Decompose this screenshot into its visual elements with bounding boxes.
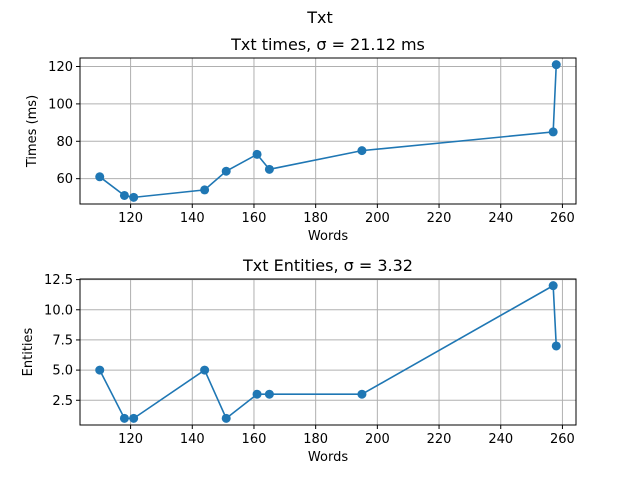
- entities-xtick-label-1: 140: [180, 432, 205, 447]
- times-point-1: [119, 190, 129, 200]
- entities-ytick-label-1: 5.0: [52, 364, 73, 379]
- times-point-2: [129, 192, 139, 202]
- times-series-line: [99, 64, 558, 199]
- times-xtick-label-6: 240: [488, 211, 513, 226]
- times-ytick-label-1: 80: [56, 135, 73, 150]
- axes-entities: 120 140 160 180 200 220 240 260 2.5 5.0 7.5 10.0 12.…: [21, 256, 577, 465]
- times-title: Txt times, σ = 21.12 ms: [230, 35, 425, 54]
- entities-xtick-label-5: 220: [427, 432, 452, 447]
- entities-ytick-label-0: 2.5: [52, 394, 73, 409]
- entities-ytick-label-4: 12.5: [44, 273, 73, 288]
- entities-axes-frame: [79, 278, 577, 426]
- entities-ytick-label-3: 10.0: [44, 303, 73, 318]
- times-xtick-label-7: 260: [550, 211, 575, 226]
- entities-point-1: [119, 413, 129, 423]
- times-xtick-label-2: 160: [242, 211, 267, 226]
- times-point-0: [95, 172, 105, 182]
- entities-xtick-label-4: 200: [365, 432, 390, 447]
- times-point-6: [264, 164, 274, 174]
- times-point-8: [548, 127, 558, 137]
- times-axes-frame: [79, 57, 577, 205]
- entities-xlabel: Words: [308, 450, 348, 465]
- entities-point-5: [252, 389, 262, 399]
- entities-xtick-label-6: 240: [488, 432, 513, 447]
- entities-point-6: [264, 389, 274, 399]
- times-ylabel: Times (ms): [25, 95, 40, 168]
- times-xtick-label-1: 140: [180, 211, 205, 226]
- times-xtick-label-4: 200: [365, 211, 390, 226]
- times-xtick-label-0: 120: [118, 211, 143, 226]
- entities-xtick-label-7: 260: [550, 432, 575, 447]
- times-point-9: [551, 60, 561, 70]
- entities-point-4: [221, 413, 231, 423]
- times-ytick-label-3: 120: [48, 60, 73, 75]
- figure-suptitle: Txt: [306, 8, 333, 27]
- times-point-7: [357, 146, 367, 156]
- entities-point-2: [129, 413, 139, 423]
- times-xtick-label-3: 180: [303, 211, 328, 226]
- times-xlabel: Words: [308, 229, 348, 244]
- entities-xtick-label-2: 160: [242, 432, 267, 447]
- entities-xtick-label-0: 120: [118, 432, 143, 447]
- entities-series-line: [99, 284, 558, 420]
- axes-times: 120 140 160 180 200 220 240 260 60 80 100 120 Txt ti…: [25, 35, 577, 244]
- entities-ytick-label-2: 7.5: [52, 333, 73, 348]
- entities-point-8: [548, 281, 558, 291]
- times-point-5: [252, 149, 262, 159]
- times-point-3: [200, 185, 210, 195]
- entities-xtick-label-3: 180: [303, 432, 328, 447]
- entities-point-3: [200, 365, 210, 375]
- times-xtick-label-5: 220: [427, 211, 452, 226]
- entities-point-7: [357, 389, 367, 399]
- entities-point-0: [95, 365, 105, 375]
- entities-point-9: [551, 341, 561, 351]
- times-point-4: [221, 166, 231, 176]
- times-ytick-label-2: 100: [48, 97, 73, 112]
- entities-title: Txt Entities, σ = 3.32: [242, 256, 413, 275]
- times-ytick-label-0: 60: [56, 172, 73, 187]
- entities-ylabel: Entities: [21, 327, 36, 376]
